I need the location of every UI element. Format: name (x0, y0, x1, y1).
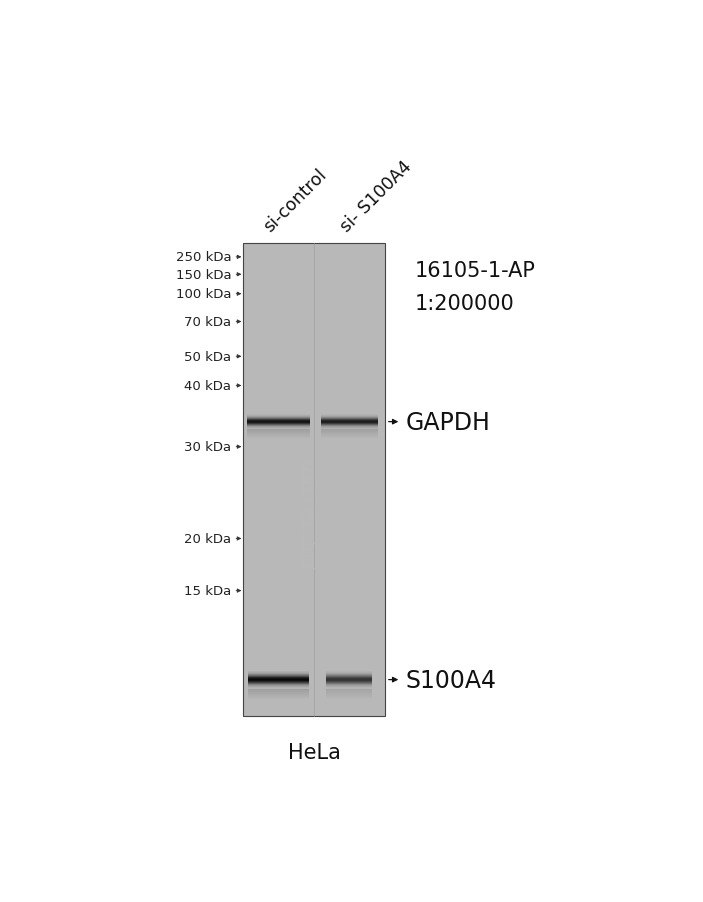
Text: 16105-1-AP: 16105-1-AP (415, 261, 536, 281)
Text: 100 kDa: 100 kDa (176, 288, 231, 301)
Text: 20 kDa: 20 kDa (184, 532, 231, 546)
Text: 50 kDa: 50 kDa (184, 350, 231, 364)
Text: ptglab.com: ptglab.com (299, 460, 318, 569)
Text: 70 kDa: 70 kDa (184, 316, 231, 328)
Text: 1:200000: 1:200000 (415, 294, 515, 314)
Text: 15 kDa: 15 kDa (184, 584, 231, 597)
Text: 250 kDa: 250 kDa (176, 251, 231, 264)
Text: 30 kDa: 30 kDa (184, 441, 231, 454)
Text: GAPDH: GAPDH (406, 410, 491, 434)
Text: 40 kDa: 40 kDa (184, 380, 231, 392)
Bar (243, 244, 385, 716)
Text: si-control: si-control (260, 165, 330, 235)
Text: 150 kDa: 150 kDa (176, 269, 231, 281)
Text: si- S100A4: si- S100A4 (337, 157, 415, 235)
Text: HeLa: HeLa (288, 742, 340, 762)
Text: S100A4: S100A4 (406, 667, 496, 692)
